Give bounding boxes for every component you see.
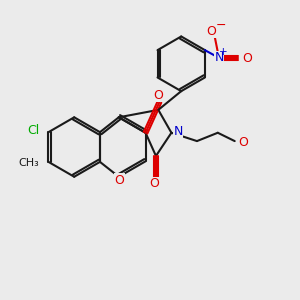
Text: O: O bbox=[206, 25, 216, 38]
Text: O: O bbox=[238, 136, 248, 149]
Text: O: O bbox=[114, 174, 124, 187]
Text: O: O bbox=[242, 52, 252, 65]
Text: CH₃: CH₃ bbox=[19, 158, 40, 168]
Text: N: N bbox=[214, 51, 224, 64]
Text: N: N bbox=[173, 125, 183, 138]
Text: Cl: Cl bbox=[27, 124, 40, 137]
Text: O: O bbox=[149, 177, 159, 190]
Text: −: − bbox=[216, 19, 226, 32]
Text: +: + bbox=[219, 47, 228, 57]
Text: O: O bbox=[153, 89, 163, 102]
